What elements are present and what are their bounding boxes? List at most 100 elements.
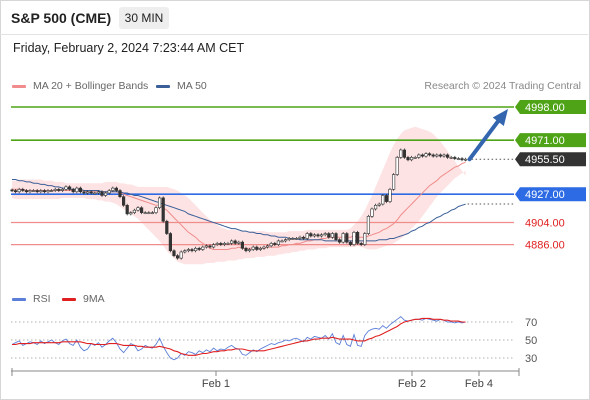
candle-body: [208, 245, 212, 248]
legend-ma50: MA 50: [156, 80, 207, 92]
level-tag-4927.00: [515, 187, 586, 202]
candle-body: [226, 243, 230, 245]
candle-body: [438, 154, 443, 157]
level-label-4971.00: 4971.00: [525, 135, 565, 147]
ma50-swatch: [156, 84, 170, 88]
candle-body: [312, 234, 317, 237]
forecast-arrow-shaft: [467, 114, 504, 162]
candle-body: [366, 216, 371, 234]
level-tag-4955.50: [515, 152, 586, 167]
candle-body: [442, 154, 446, 157]
candle-body: [143, 212, 147, 214]
candle-body: [89, 191, 93, 194]
rsi-9ma-line: [12, 317, 466, 356]
candle-body: [456, 158, 461, 160]
candle-body: [355, 232, 360, 244]
candle-body: [359, 243, 363, 245]
candle-body: [363, 233, 367, 245]
candle-body: [140, 207, 144, 213]
candle-body: [161, 197, 165, 222]
candle-body: [373, 204, 378, 210]
candle-body: [294, 238, 299, 240]
interval-badge[interactable]: 30 MIN: [119, 7, 169, 29]
candle-body: [265, 245, 270, 248]
candle-body: [330, 233, 335, 238]
candle-body: [136, 207, 140, 211]
candle-body: [248, 249, 252, 252]
candle-body: [24, 190, 29, 193]
candle-body: [53, 189, 57, 191]
rsi-tick-30: 30: [525, 353, 537, 365]
candle-body: [71, 189, 75, 193]
candle-body: [240, 241, 245, 249]
candle-body: [341, 233, 345, 243]
candle-body: [280, 240, 284, 243]
level-tag-4998.00: [515, 100, 586, 114]
candle-body: [100, 191, 104, 196]
candle-body: [460, 158, 464, 161]
header-bar: S&P 500 (CME) 30 MIN: [0, 0, 588, 35]
candle-body: [399, 149, 403, 158]
candle-body: [417, 154, 421, 158]
candle-body: [406, 157, 410, 161]
candle-body: [402, 149, 407, 158]
candle-body: [46, 190, 50, 193]
candle-body: [17, 189, 21, 193]
candle-body: [424, 153, 428, 157]
candle-body: [186, 249, 191, 252]
candle-body: [114, 187, 118, 191]
candle-body: [179, 251, 183, 259]
legend-ma20: MA 20 + Bollinger Bands: [12, 80, 148, 92]
candle-body: [258, 247, 263, 250]
candle-body: [316, 234, 320, 237]
candle-body: [287, 238, 291, 240]
candle-body: [445, 154, 450, 158]
candle-body: [125, 204, 129, 215]
candle-body: [384, 195, 389, 202]
candle-body: [39, 190, 43, 193]
candle-body: [449, 157, 453, 159]
candle-body: [204, 245, 209, 248]
candle-body: [212, 244, 216, 248]
candle-body: [273, 243, 277, 245]
candle-body: [291, 238, 295, 240]
candle-body: [132, 209, 137, 213]
candle-body: [75, 187, 79, 193]
candle-body: [298, 236, 302, 239]
candle-body: [21, 189, 25, 191]
candle-body: [147, 212, 151, 214]
candle-body: [276, 240, 281, 245]
instrument-title: S&P 500 (CME): [11, 10, 112, 26]
candle-body: [370, 208, 374, 217]
candle-body: [78, 187, 82, 193]
candle-body: [327, 233, 331, 238]
candle-body: [165, 220, 169, 234]
candle-body: [190, 249, 194, 252]
ma20-swatch: [12, 84, 26, 88]
rsi-line: [11, 316, 466, 361]
candle-body: [409, 157, 414, 161]
candle-body: [283, 239, 288, 242]
level-label-4955.50: 4955.50: [525, 154, 565, 166]
candle-body: [219, 243, 223, 245]
candle-body: [395, 157, 399, 175]
ma9-label: 9MA: [83, 293, 105, 305]
candle-body: [309, 233, 313, 237]
level-label-4998.00: 4998.00: [525, 102, 565, 114]
candle-body: [435, 154, 439, 157]
candle-body: [82, 191, 86, 194]
candle-body: [150, 212, 155, 214]
timestamp: Friday, February 2, 2024 7:23:44 AM CET: [13, 41, 245, 55]
legend-9ma: 9MA: [62, 293, 105, 305]
level-label-4886.00: 4886.00: [525, 240, 565, 252]
candle-body: [255, 246, 259, 250]
candle-body: [388, 189, 392, 202]
candle-body: [172, 250, 176, 256]
x-tick-label: Feb 1: [202, 378, 230, 390]
candle-body: [168, 233, 173, 252]
candle-body: [31, 190, 36, 192]
candle-body: [96, 191, 100, 194]
candle-body: [453, 157, 457, 159]
candle-body: [230, 240, 234, 244]
